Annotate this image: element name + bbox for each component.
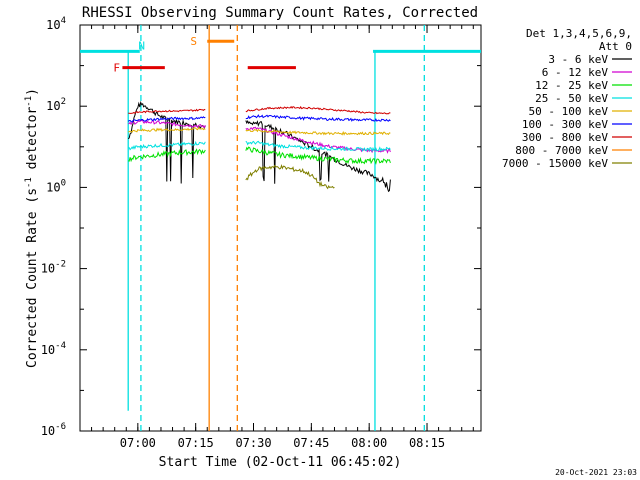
- y-axis-title-part: ): [25, 88, 40, 96]
- legend-label: 300 - 800 keV: [522, 131, 608, 144]
- legend-label: 800 - 7000 keV: [515, 144, 608, 157]
- x-tick-label: 07:30: [235, 436, 271, 450]
- legend-label: 50 - 100 keV: [529, 105, 609, 118]
- y-tick-exponent: -6: [55, 422, 66, 432]
- y-axis-title-part: Corrected Count Rate (s: [25, 188, 40, 368]
- y-tick-exponent: -2: [55, 260, 66, 270]
- footer-date: 20-Oct-2021 23:03: [555, 468, 637, 477]
- legend-label: 6 - 12 keV: [542, 66, 609, 79]
- y-tick-base: 10: [46, 99, 60, 113]
- y-tick-label: 100: [46, 178, 66, 194]
- series-line: [245, 105, 391, 115]
- x-axis: 07:00 07:15 07:30 07:45 08:00 08:15: [120, 436, 445, 450]
- y-tick-exponent: -4: [55, 341, 66, 351]
- axis-ticks: [79, 24, 481, 432]
- series-line: [245, 164, 335, 190]
- series-line: [245, 128, 391, 136]
- marker-label: S: [190, 35, 197, 48]
- series-line: [128, 108, 206, 114]
- overlay-lines: [80, 25, 481, 431]
- y-tick-base: 10: [41, 424, 55, 438]
- y-tick-label: 102: [46, 97, 66, 113]
- series-line: [245, 114, 391, 122]
- y-tick-base: 10: [41, 343, 55, 357]
- y-tick-label: 104: [46, 16, 66, 32]
- y-axis-title-sup: -1: [24, 177, 34, 188]
- plot-area: N F S: [79, 24, 482, 432]
- legend-label: 100 - 300 keV: [522, 118, 608, 131]
- legend-label: 7000 - 15000 keV: [502, 157, 608, 170]
- series-layer: [127, 100, 391, 193]
- marker-labels: N F S: [113, 35, 197, 74]
- x-axis-title: Start Time (02-Oct-11 06:45:02): [159, 455, 402, 470]
- legend-header-line: Att 0: [599, 40, 632, 53]
- y-tick-base: 10: [46, 180, 60, 194]
- marker-label: F: [113, 62, 120, 75]
- y-tick-label: 10-4: [41, 341, 66, 357]
- series-line: [127, 100, 206, 184]
- y-tick-label: 10-2: [41, 260, 66, 276]
- y-tick-exponent: 0: [61, 178, 66, 188]
- plot-frame: [79, 24, 482, 432]
- y-tick-base: 10: [46, 18, 60, 32]
- y-axis-title-part: detector: [25, 107, 40, 178]
- x-tick-label: 08:00: [351, 436, 387, 450]
- y-axis-title-sup: -1: [24, 96, 34, 107]
- y-axis-title: Corrected Count Rate (s-1 detector-1): [24, 88, 40, 368]
- marker-label: N: [138, 39, 145, 52]
- y-tick-exponent: 2: [61, 97, 66, 107]
- series-line: [245, 119, 391, 193]
- legend-label: 25 - 50 keV: [535, 92, 608, 105]
- y-tick-base: 10: [41, 262, 55, 276]
- legend-header-line: Det 1,3,4,5,6,9,: [526, 27, 632, 40]
- y-tick-label: 10-6: [41, 422, 66, 438]
- series-line: [128, 126, 206, 133]
- chart-title: RHESSI Observing Summary Count Rates, Co…: [82, 5, 478, 21]
- y-tick-exponent: 4: [61, 16, 66, 26]
- x-tick-label: 07:45: [293, 436, 329, 450]
- series-line: [245, 140, 391, 153]
- x-tick-label: 08:15: [409, 436, 445, 450]
- legend-label: 12 - 25 keV: [535, 79, 608, 92]
- x-tick-label: 07:00: [120, 436, 156, 450]
- series-line: [128, 148, 206, 163]
- series-line: [127, 116, 206, 123]
- x-tick-label: 07:15: [178, 436, 214, 450]
- series-line: [245, 146, 391, 165]
- series-line: [128, 140, 206, 151]
- legend-label: 3 - 6 keV: [548, 53, 608, 66]
- series-line: [128, 119, 206, 129]
